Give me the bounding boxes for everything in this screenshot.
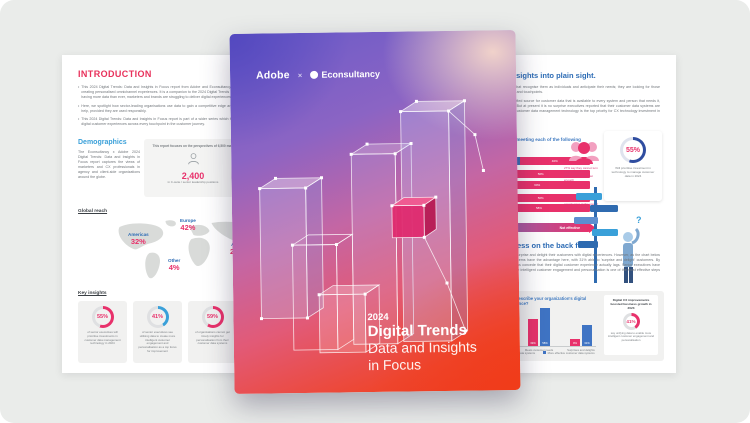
insight-card: 55% of senior executives will prioritise… xyxy=(78,301,127,363)
people-group-icon xyxy=(569,142,599,164)
intro-title: INTRODUCTION xyxy=(78,69,152,79)
donut-value: 55% xyxy=(96,314,108,320)
bar-more-effective: 58% xyxy=(540,308,550,346)
cover-title-block: 2024 Digital Trends Data and Insights in… xyxy=(367,311,477,374)
cover-subtitle-line2: in Focus xyxy=(368,356,422,374)
highlight-heading: Digital CX improvements boosted business… xyxy=(610,298,652,310)
bar-value: 56% xyxy=(537,195,544,200)
bar-value: 60% xyxy=(534,182,541,187)
donut-value: 41% xyxy=(626,318,636,324)
cover-title: Digital Trends xyxy=(367,321,467,341)
signpost-illustration: ? xyxy=(574,187,642,283)
region-other: Other 4% xyxy=(168,258,181,272)
intro-bullet: Here, we spotlight how sector-leading or… xyxy=(81,103,320,113)
category-label: Surprises and delights xyxy=(567,348,595,352)
stat-executives: 2,400 in C-suite / senior leadership pos… xyxy=(165,152,221,189)
priority-stat-card: 55% Will prioritise investment in techno… xyxy=(604,131,662,201)
demographics-body: The Econsultancy x Adobe 2024 Digital Tr… xyxy=(78,150,140,180)
bar-value: 31% xyxy=(584,341,590,345)
bar-value: 58% xyxy=(535,206,542,210)
highlight-caption: say unifying data to enable more intelli… xyxy=(608,330,654,342)
econsultancy-logo-icon xyxy=(310,70,319,79)
bar-value: 58% xyxy=(542,341,548,345)
insight-caption: of organisations cannot get timely insig… xyxy=(195,330,230,346)
bar-value: 40% xyxy=(551,159,558,163)
arrow-label-right: Not effective xyxy=(559,225,580,230)
multiply-separator-icon: × xyxy=(297,70,303,80)
econsultancy-wordmark: Econsultancy xyxy=(321,68,381,80)
highlight-card: Digital CX improvements boosted business… xyxy=(604,295,658,355)
bar-value: 9% xyxy=(572,341,578,345)
intro-bullets: This 2024 Digital Trends: Data and Insig… xyxy=(78,85,320,131)
intro-bullet: This 2024 Digital Trends: Data and Insig… xyxy=(81,85,320,100)
bar-value: 39% xyxy=(530,341,536,345)
report-cover: Adobe × Econsultancy 2024 Digital Trends… xyxy=(229,30,521,394)
cover-brand-row: Adobe × Econsultancy xyxy=(256,68,380,82)
stat-caption: in C-suite / senior leadership positions xyxy=(167,180,219,185)
insight-card: 41% of senior executives see utilising d… xyxy=(133,301,182,363)
category-label: Meets customer needs xyxy=(524,348,554,352)
cover-subtitle-line1: Data and Insights xyxy=(367,338,477,357)
callout-1: 27% say they cannot turn customer data i… xyxy=(564,166,598,182)
region-americas: Americas 32% xyxy=(128,232,149,246)
bar-value: 56% xyxy=(537,172,544,176)
svg-text:?: ? xyxy=(636,215,642,225)
key-insights-title: Key insights xyxy=(78,291,107,296)
stat-caption: Will prioritise investment in technology… xyxy=(611,166,655,178)
region-europe: Europe 42% xyxy=(180,218,196,232)
insight-caption: of senior executives see utilising data … xyxy=(138,330,177,353)
adobe-logo: Adobe xyxy=(256,69,290,82)
donut-value: 41% xyxy=(151,314,163,320)
global-reach-title: Global reach xyxy=(78,209,108,214)
donut-value: 59% xyxy=(206,314,218,320)
bar-less-effective: 9% xyxy=(570,339,580,346)
person-icon xyxy=(187,153,199,165)
stat-value: 2,400 xyxy=(181,171,205,182)
bar-more-effective: 31% xyxy=(582,325,592,346)
cover-3d-chart-illustration xyxy=(258,99,485,354)
intro-bullet: This 2024 Digital Trends: Data and Insig… xyxy=(81,117,320,127)
legend-label: More effective customer data systems xyxy=(547,351,595,355)
demographics-title: Demographics xyxy=(78,139,127,146)
donut-value: 55% xyxy=(625,146,640,154)
insight-caption: of senior executives will prioritise inv… xyxy=(84,330,121,346)
bar-less-effective: 39% xyxy=(528,319,538,346)
insight-card: 59% of organisations cannot get timely i… xyxy=(188,301,237,363)
legend-swatch-blue xyxy=(543,351,547,354)
